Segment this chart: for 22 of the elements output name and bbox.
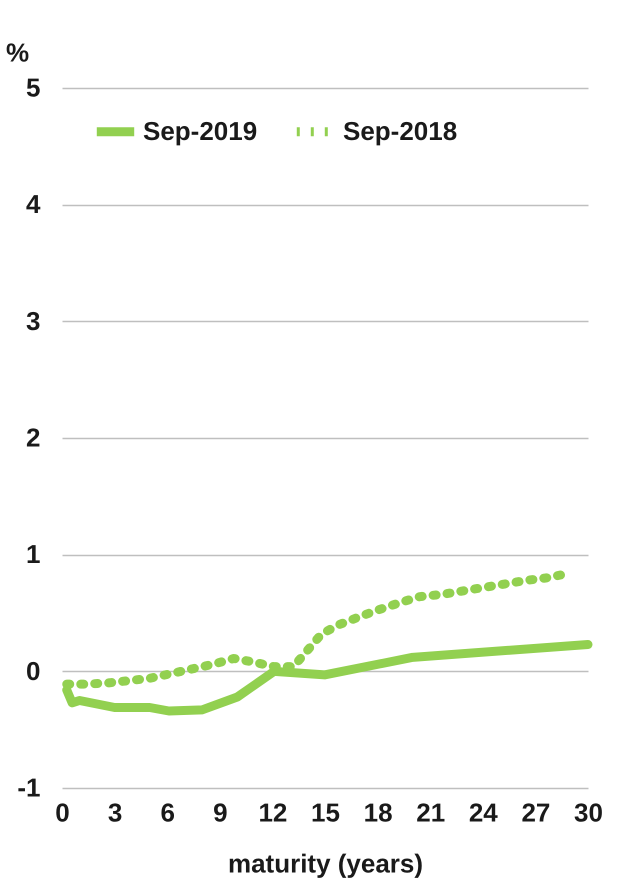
x-tick-label: 18 (364, 798, 393, 828)
y-tick-label: 0 (26, 656, 40, 686)
legend-label: Sep-2018 (343, 116, 458, 146)
x-tick-label: 24 (468, 798, 498, 828)
y-axis-title: % (6, 38, 30, 68)
y-tick-label: 5 (26, 72, 40, 102)
x-tick-label: 6 (160, 798, 175, 828)
x-tick-label: 9 (213, 798, 228, 828)
y-tick-label: 1 (26, 539, 40, 570)
y-tick-label: 4 (26, 189, 42, 220)
y-tick-label: -1 (17, 772, 40, 802)
x-tick-label: 0 (55, 798, 70, 828)
x-tick-label: 3 (108, 798, 122, 828)
x-tick-label: 15 (311, 798, 340, 828)
x-tick-label: 12 (258, 798, 288, 828)
x-tick-label: 21 (416, 798, 446, 828)
x-tick-label: 30 (574, 798, 603, 828)
x-tick-label: 27 (521, 798, 550, 828)
legend-label: Sep-2019 (143, 116, 258, 146)
x-axis-title: maturity (years) (228, 848, 424, 878)
y-tick-label: 3 (26, 306, 40, 336)
y-tick-label: 2 (26, 422, 40, 452)
